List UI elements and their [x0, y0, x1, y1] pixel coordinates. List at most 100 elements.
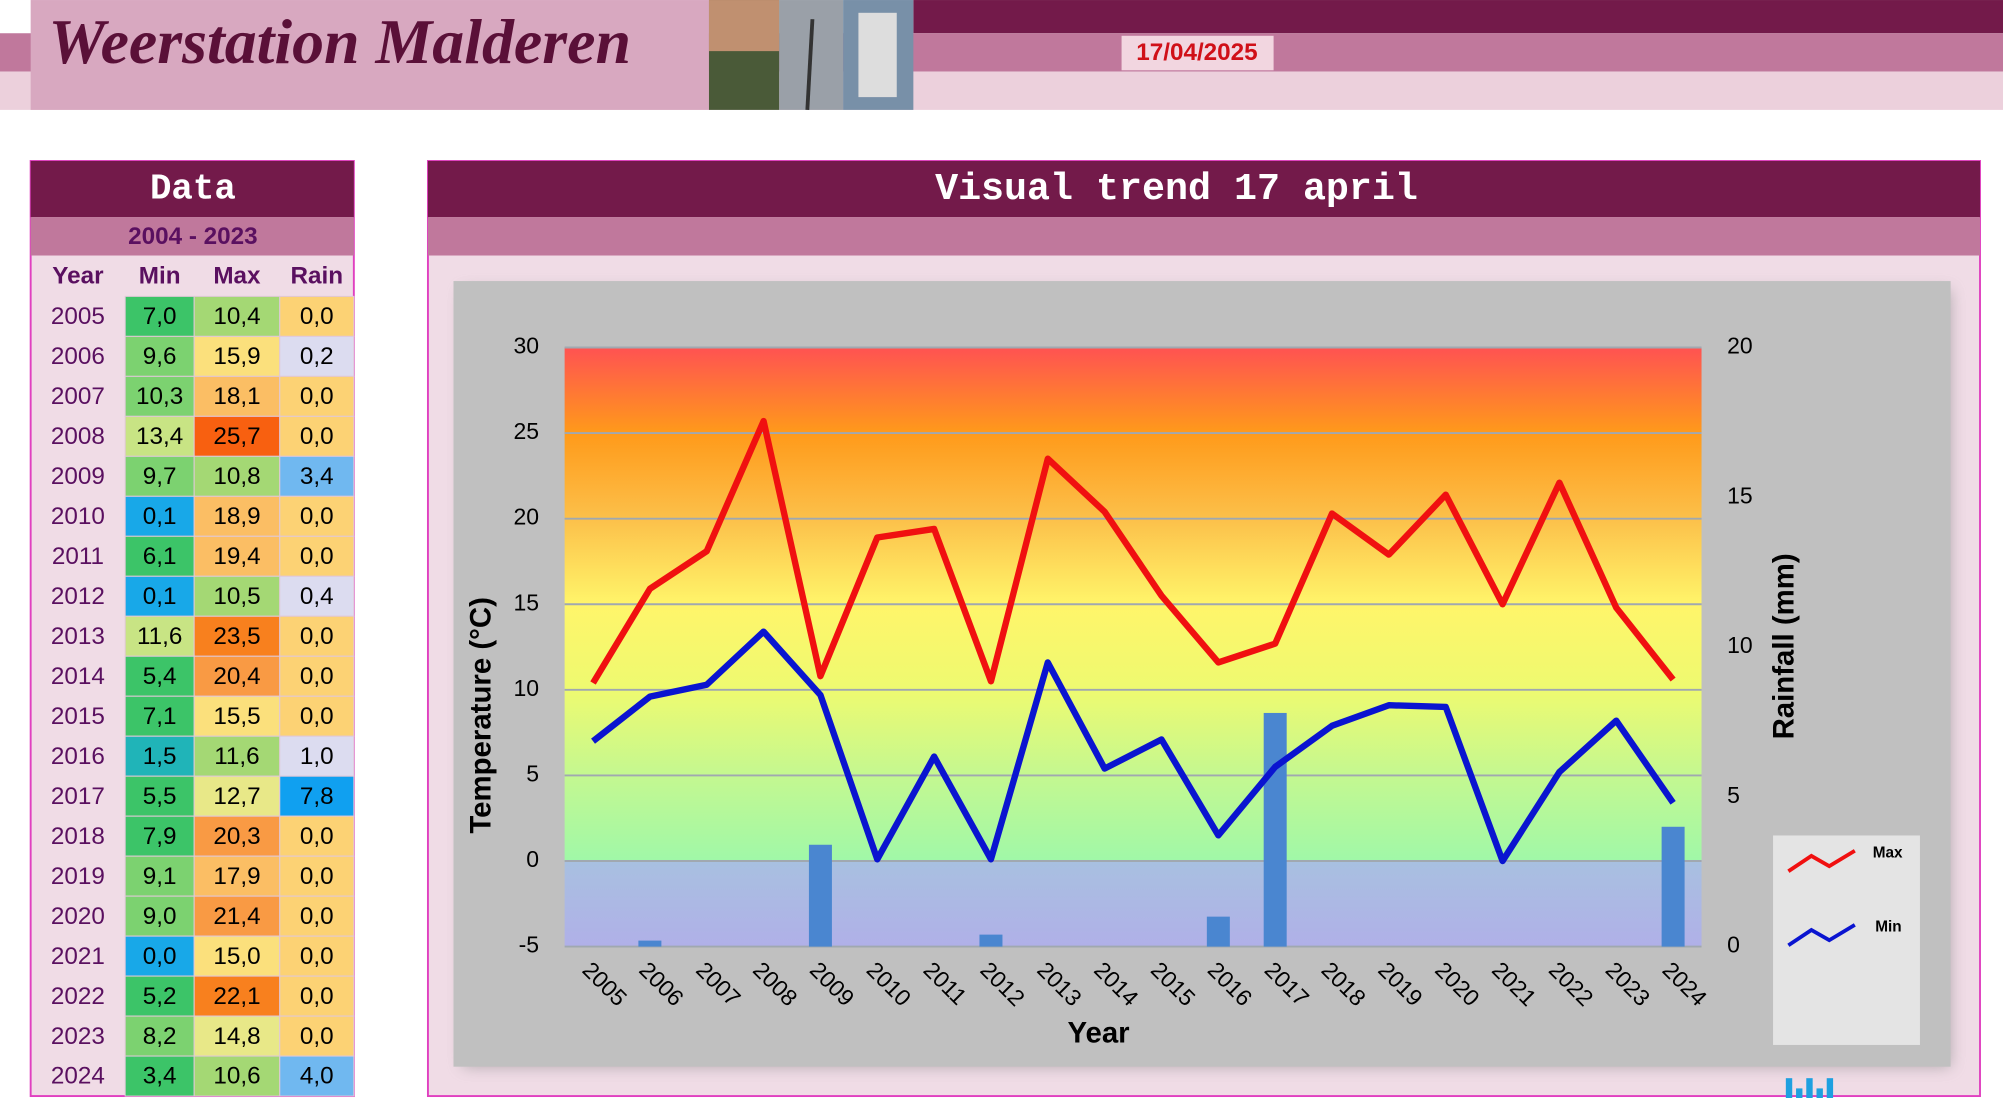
cell	[193, 1015, 281, 1057]
cell	[279, 455, 355, 497]
cell-text: 0,0	[300, 503, 334, 530]
cell	[193, 575, 281, 617]
cell-text: 0,0	[300, 983, 334, 1010]
cell-text: 2009	[51, 463, 105, 490]
cell-text: 8,2	[143, 1023, 177, 1050]
cell	[193, 855, 281, 897]
cell-text: 2019	[51, 863, 105, 890]
legend-swatch	[1796, 1088, 1803, 1098]
cell	[124, 735, 195, 777]
cell-text: 0,4	[300, 583, 334, 610]
cell-text: 2024	[51, 1063, 105, 1090]
legend-swatch	[1816, 1088, 1823, 1098]
cell-text: 9,6	[143, 343, 177, 370]
cell-text: 13,4	[136, 423, 183, 450]
cell	[279, 895, 355, 937]
cell-text: 21,4	[213, 903, 260, 930]
cell	[193, 975, 281, 1017]
cell-text: 2021	[51, 943, 105, 970]
cell-text: 2005	[51, 303, 105, 330]
cell-text: 0,0	[300, 903, 334, 930]
cell-text: 15,5	[213, 703, 260, 730]
cell	[193, 775, 281, 817]
cell	[193, 495, 281, 537]
cell-text: 0,0	[300, 863, 334, 890]
cell	[193, 935, 281, 977]
cell-text: 9,7	[143, 463, 177, 490]
y-tick-label: 5	[526, 761, 539, 787]
y-tick-label: 10	[513, 675, 539, 701]
cell-text: 2011	[52, 543, 104, 570]
rain-bar	[1661, 826, 1685, 947]
site-title: Weerstation Malderen	[49, 6, 631, 77]
cell-text: 10,8	[213, 463, 260, 490]
cell-text: 2018	[51, 823, 105, 850]
cell-text: 22,1	[213, 983, 260, 1010]
cell-text: 17,9	[213, 863, 260, 890]
line-min	[591, 628, 1676, 865]
cell	[193, 295, 281, 337]
cell-text: 0,0	[300, 943, 334, 970]
cell-text: 25,7	[213, 423, 260, 450]
legend-label: Max	[1873, 844, 1903, 861]
cell-text: 7,0	[143, 303, 177, 330]
y-tick-label: 20	[513, 504, 539, 530]
cell-text: 0,1	[143, 583, 177, 610]
cell	[279, 335, 355, 377]
table: Year Min Max Rain 2005 7,0 10,4 0,0 2006 9,6 15,9 0…	[51, 263, 355, 1097]
cell-text: 2010	[51, 503, 105, 530]
y-tick-label: 30	[513, 333, 539, 359]
cell-text: 0,0	[300, 703, 334, 730]
title-box	[30, 0, 709, 110]
cell-text: 0,0	[300, 823, 334, 850]
cell-text: 7,1	[143, 703, 177, 730]
legend-swatch	[1787, 849, 1856, 873]
legend-swatch	[1785, 1078, 1793, 1098]
cell-text: 3,4	[143, 1063, 177, 1090]
y-tick-label: 15	[513, 589, 539, 615]
cell	[193, 895, 281, 937]
cell	[124, 295, 195, 337]
cell-text: 10,6	[213, 1063, 260, 1090]
cell	[279, 975, 355, 1017]
cell	[279, 695, 355, 737]
photos	[708, 0, 914, 110]
y-axis-title: Temperature (°C)	[465, 597, 498, 833]
cell-text: 15,9	[213, 343, 260, 370]
line-max	[590, 417, 1676, 685]
y2-tick-label: 0	[1727, 932, 1740, 958]
x-axis-title: Year	[1068, 1017, 1130, 1050]
chart-title: Visual trend 17 april	[935, 167, 1418, 211]
y2-tick-label: 15	[1727, 482, 1753, 508]
cell	[124, 1015, 195, 1057]
cell	[124, 895, 195, 937]
cell-text: 12,7	[213, 783, 260, 810]
cell-text: 10,4	[213, 303, 260, 330]
date: 17/04/2025	[1136, 39, 1257, 66]
cell-text: 10,3	[136, 383, 183, 410]
cell-text: 2013	[51, 623, 105, 650]
cell	[279, 295, 355, 337]
cell-text: 10,5	[213, 583, 260, 610]
cell	[124, 695, 195, 737]
cell	[279, 535, 355, 577]
legend-swatch	[1806, 1078, 1813, 1098]
chart-title-bar	[427, 160, 1981, 218]
rain-bar	[979, 934, 1003, 947]
cell	[279, 815, 355, 857]
cell	[193, 535, 281, 577]
cell	[124, 335, 195, 377]
legend-swatch	[1826, 1078, 1834, 1098]
cell-text: 2012	[51, 583, 105, 610]
cell	[279, 735, 355, 777]
column-header: Year	[52, 263, 104, 290]
cell	[124, 415, 195, 457]
cell	[193, 335, 281, 377]
period-bar	[30, 217, 354, 256]
cell-text: 6,1	[143, 543, 177, 570]
y-tick-label: 25	[513, 418, 539, 444]
cell	[279, 375, 355, 417]
cell	[124, 655, 195, 697]
